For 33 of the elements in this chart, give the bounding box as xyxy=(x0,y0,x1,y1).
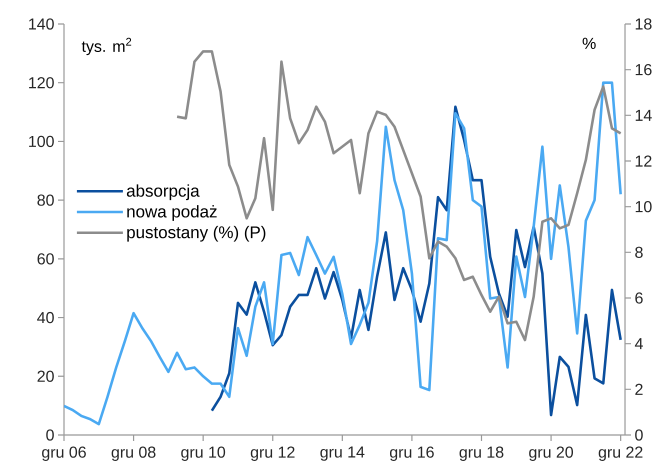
y2-tick-label: 16 xyxy=(636,64,652,76)
y-tick-label: 140 xyxy=(29,18,54,30)
y-tick-label: 100 xyxy=(29,136,54,148)
x-tick-label: gru 16 xyxy=(390,446,434,461)
y2-tick-label: 18 xyxy=(636,18,652,30)
legend-label: absorpcja xyxy=(126,184,200,200)
y-tick-label: 120 xyxy=(29,77,54,88)
x-tick-label: gru 14 xyxy=(320,446,364,461)
y2-tick-label: 10 xyxy=(636,201,652,212)
y2-tick-label: 4 xyxy=(634,338,643,350)
y2-tick-label: 12 xyxy=(636,155,652,167)
y-tick-label: 40 xyxy=(37,312,54,324)
x-tick-label: gru 12 xyxy=(250,446,295,461)
x-tick-label: gru 10 xyxy=(181,446,226,461)
y-tick-label: 80 xyxy=(37,194,54,206)
x-tick-label: gru 06 xyxy=(42,446,86,461)
y-axis-title: tys. m$^{2}$ xyxy=(82,38,132,56)
y-tick-label: 0 xyxy=(46,429,54,441)
line-series xyxy=(64,81,622,426)
y2-tick-label: 14 xyxy=(636,110,652,121)
x-tick-label: gru 08 xyxy=(112,446,156,461)
y2-axis-title: % xyxy=(582,38,596,49)
legend-label: pustostany (%) (P) xyxy=(127,226,266,242)
y2-tick-label: 8 xyxy=(635,246,643,258)
x-tick-label: gru 22 xyxy=(598,446,642,461)
x-tick-label: gru 18 xyxy=(460,446,504,461)
y-tick-label: 60 xyxy=(38,253,54,264)
y2-tick-label: 2 xyxy=(635,384,643,395)
y2-tick-label: 0 xyxy=(635,429,643,441)
x-tick-label: gru 20 xyxy=(529,446,574,461)
legend-label: nowa podaż xyxy=(127,205,217,221)
y2-tick-label: 6 xyxy=(635,292,643,304)
y-tick-label: 20 xyxy=(38,370,54,382)
